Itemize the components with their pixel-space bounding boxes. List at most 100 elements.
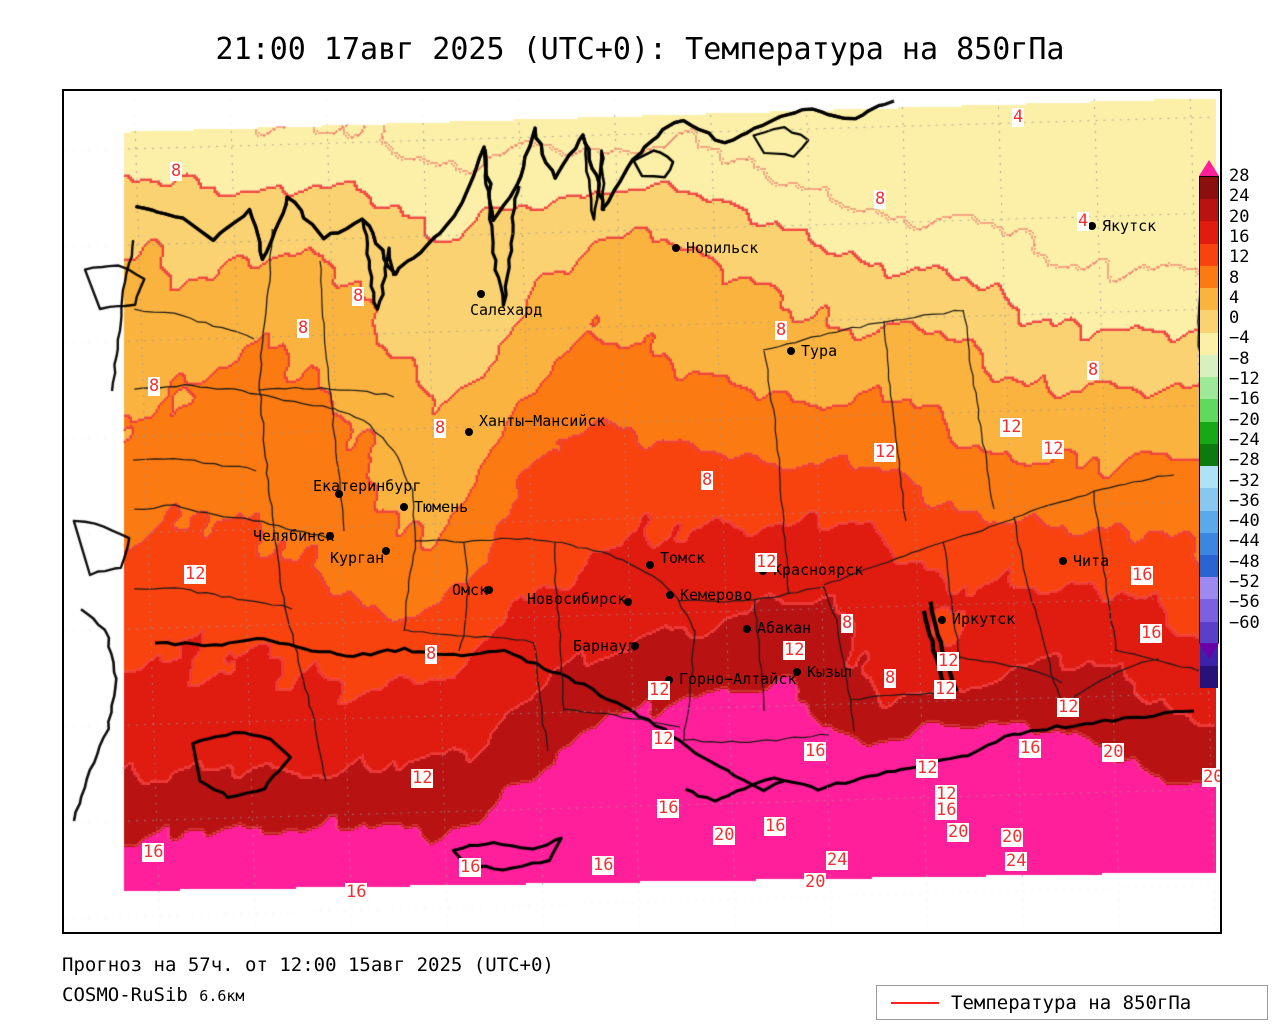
city-dot-icon bbox=[787, 347, 795, 355]
city-name-label: Курган bbox=[330, 549, 385, 567]
city-name-label: Абакан bbox=[757, 619, 812, 637]
colorbar-tick-label: 20 bbox=[1229, 206, 1250, 227]
contour-value-label: 12 bbox=[652, 729, 675, 749]
contour-value-label: 16 bbox=[459, 857, 482, 877]
colorbar-band bbox=[1200, 354, 1218, 378]
colorbar-tick-label: −32 bbox=[1229, 470, 1260, 491]
contour-value-label: 16 bbox=[345, 882, 368, 902]
contour-value-label: 16 bbox=[657, 798, 680, 818]
city-name-label: Чита bbox=[1073, 552, 1110, 570]
contour-value-label: 16 bbox=[1140, 623, 1163, 643]
colorbar-band bbox=[1200, 177, 1218, 200]
contour-value-label: 4 bbox=[1012, 107, 1025, 127]
colorbar-tick-label: −4 bbox=[1229, 328, 1250, 349]
forecast-info: Прогноз на 57ч. от 12:00 15авг 2025 (UTC… bbox=[62, 954, 554, 976]
colorbar-band bbox=[1200, 488, 1218, 511]
city-dot-icon bbox=[326, 532, 334, 540]
city-name-label: Якутск bbox=[1102, 217, 1157, 235]
colorbar-tick-label: 12 bbox=[1229, 247, 1250, 268]
city-dot-icon bbox=[646, 561, 654, 569]
contour-value-label: 24 bbox=[826, 850, 849, 870]
contour-value-label: 16 bbox=[935, 800, 958, 820]
legend-box: Температура на 850гПа bbox=[876, 985, 1268, 1020]
colorbar-tick-label: −48 bbox=[1229, 551, 1260, 572]
colorbar-bands bbox=[1199, 176, 1219, 689]
city-dot-icon bbox=[477, 290, 485, 298]
city-name-label: Тюмень bbox=[414, 498, 469, 516]
city-dot-icon bbox=[743, 625, 751, 633]
colorbar-band bbox=[1200, 221, 1218, 244]
colorbar-tick-label: 24 bbox=[1229, 186, 1250, 207]
map-frame[interactable]: Норильск Салехард Тура Якутск Ханты−Мансийск… bbox=[62, 89, 1222, 934]
contour-value-label: 20 bbox=[1001, 827, 1024, 847]
contour-value-label: 8 bbox=[170, 161, 183, 181]
city-dot-icon bbox=[485, 586, 493, 594]
colorbar-tick-label: −24 bbox=[1229, 429, 1260, 450]
contour-value-label: 12 bbox=[874, 442, 897, 462]
city-dot-icon bbox=[793, 668, 801, 676]
city-dot-icon bbox=[672, 244, 680, 252]
model-resolution: 6.6км bbox=[199, 987, 245, 1005]
colorbar-band bbox=[1200, 466, 1218, 489]
colorbar-tick-label: 8 bbox=[1229, 267, 1240, 288]
contour-value-label: 12 bbox=[916, 758, 939, 778]
colorbar-tick-label: −56 bbox=[1229, 592, 1260, 613]
city-dot-icon bbox=[1088, 222, 1096, 230]
model-info: COSMO-RuSib 6.6км bbox=[62, 980, 554, 1011]
city-name-label: Кызыл bbox=[807, 663, 853, 681]
contour-value-label: 20 bbox=[947, 822, 970, 842]
contour-value-label: 8 bbox=[352, 286, 365, 306]
contour-value-label: 12 bbox=[783, 640, 806, 660]
city-dot-icon bbox=[666, 591, 674, 599]
colorbar-tick-label: −36 bbox=[1229, 490, 1260, 511]
city-dot-icon bbox=[624, 598, 632, 606]
colorbar-tick-label: −28 bbox=[1229, 450, 1260, 471]
city-dot-icon bbox=[1059, 557, 1067, 565]
city-name-label: Барнаул bbox=[573, 637, 637, 655]
contour-value-label: 12 bbox=[411, 768, 434, 788]
city-name-label: Челябинск bbox=[253, 527, 335, 545]
colorbar-tick-label: −16 bbox=[1229, 389, 1260, 410]
colorbar-band bbox=[1200, 310, 1218, 333]
colorbar-tick-labels: 28 24 20 16 12 8 4 0 −4 −8 −12 −16 −20 −24 −28 −32 −36 −4… bbox=[1229, 160, 1277, 660]
contour-value-label: 16 bbox=[1019, 738, 1042, 758]
colorbar-tick-label: −8 bbox=[1229, 348, 1250, 369]
contour-value-label: 20 bbox=[713, 825, 736, 845]
footer: Прогноз на 57ч. от 12:00 15авг 2025 (UTC… bbox=[62, 950, 554, 1011]
contour-value-label: 4 bbox=[1077, 211, 1090, 231]
contour-value-label: 16 bbox=[142, 842, 165, 862]
contour-value-label: 8 bbox=[841, 613, 854, 633]
contour-value-label: 12 bbox=[1057, 697, 1080, 717]
colorbar-band bbox=[1200, 666, 1218, 689]
contour-value-label: 12 bbox=[934, 679, 957, 699]
city-dot-icon bbox=[400, 503, 408, 511]
colorbar-tick-label: −44 bbox=[1229, 531, 1260, 552]
contour-value-label: 16 bbox=[764, 816, 787, 836]
contour-value-label: 24 bbox=[1005, 851, 1028, 871]
colorbar-tick-label: −20 bbox=[1229, 409, 1260, 430]
contour-value-label: 12 bbox=[184, 564, 207, 584]
colorbar-tick-label: −40 bbox=[1229, 511, 1260, 532]
colorbar-band bbox=[1200, 243, 1218, 266]
city-name-label: Новосибирск bbox=[527, 590, 627, 608]
colorbar-band bbox=[1200, 421, 1218, 444]
colorbar-tick-label: 16 bbox=[1229, 226, 1250, 247]
colorbar-band bbox=[1200, 199, 1218, 222]
contour-value-label: 8 bbox=[148, 376, 161, 396]
city-dot-icon bbox=[465, 428, 473, 436]
city-dot-icon bbox=[335, 490, 343, 498]
colorbar-band bbox=[1200, 510, 1218, 533]
colorbar-band bbox=[1200, 577, 1218, 600]
city-name-label: Иркутск bbox=[952, 610, 1016, 628]
colorbar-tick-label: −52 bbox=[1229, 572, 1260, 593]
colorbar-band bbox=[1200, 554, 1218, 578]
contour-value-label: 8 bbox=[775, 320, 788, 340]
colorbar-band bbox=[1200, 532, 1218, 555]
colorbar-tick-label: 0 bbox=[1229, 308, 1240, 329]
contour-value-label: 8 bbox=[1087, 360, 1100, 380]
colorbar-tick-label: 4 bbox=[1229, 287, 1240, 308]
temperature-map-canvas[interactable] bbox=[64, 91, 1216, 928]
contour-value-label: 8 bbox=[425, 644, 438, 664]
city-name-label: Красноярск bbox=[773, 561, 864, 579]
page-title: 21:00 17авг 2025 (UTC+0): Температура на… bbox=[215, 32, 1065, 67]
